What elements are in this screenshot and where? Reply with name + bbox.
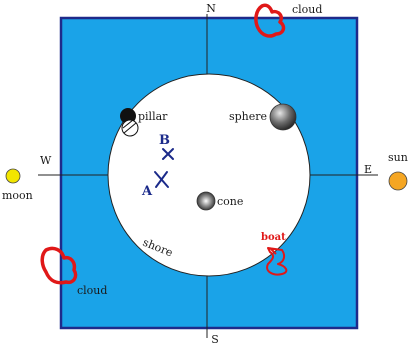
cone-label: cone [217,195,243,208]
cloud-top-label: cloud [292,3,322,16]
sun-label: sun [388,151,408,164]
cloud-bottom-icon [40,246,78,285]
boat-label: boat [261,232,286,243]
mark-a-cross-icon [154,171,169,188]
boat-icon [266,247,288,276]
mark-b-label: B [159,133,170,148]
east-label: E [364,163,372,176]
moon-label: moon [2,189,33,202]
cloud-top-icon [254,3,286,38]
mark-b-cross-icon [162,148,174,160]
sphere-label: sphere [229,110,267,123]
north-label: N [206,2,216,15]
island-circle [107,73,311,277]
cloud-bottom-label: cloud [77,284,107,297]
sun-icon [388,171,408,191]
sphere-icon [269,103,297,131]
south-label: S [211,333,219,346]
mark-a-label: A [141,184,153,199]
cone-icon [196,191,216,211]
west-label: W [40,154,52,167]
pillar-icon [120,108,139,137]
pillar-label: pillar [138,110,168,123]
moon-icon [5,168,21,184]
